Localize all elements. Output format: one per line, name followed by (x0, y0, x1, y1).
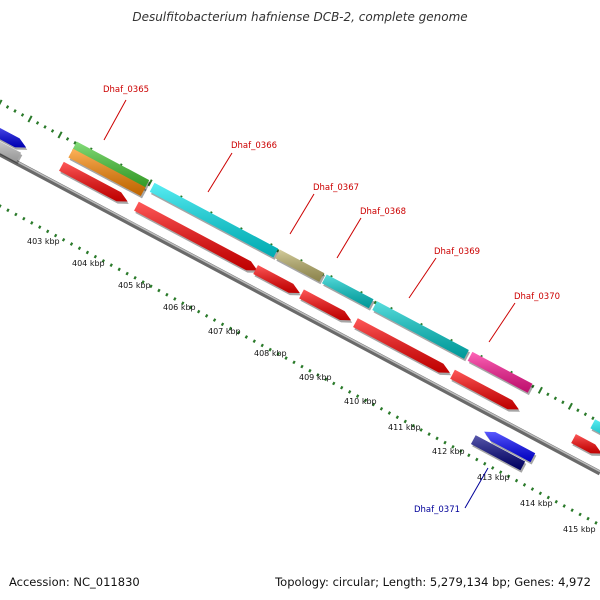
gene-label-text: Dhaf_0368 (360, 207, 406, 217)
gene-label-dhaf-0367: Dhaf_0367 (289, 183, 359, 235)
gene-label-text: Dhaf_0365 (103, 85, 149, 95)
tick-label: 404 kbp (72, 259, 105, 268)
feature-cyan-2 (372, 301, 470, 362)
position-ticks: 403 kbp 404 kbp 405 kbp 406 kbp 407 kbp 408 k… (27, 237, 596, 534)
gene-label-dhaf-0369: Dhaf_0369 (408, 247, 480, 299)
tick-label: 406 kbp (163, 303, 196, 312)
gene-label-dhaf-0371: Dhaf_0371 (414, 467, 489, 515)
tick-label: 405 kbp (118, 281, 151, 290)
gene-label-text: Dhaf_0367 (313, 183, 359, 193)
gene-label-dhaf-0368: Dhaf_0368 (336, 207, 406, 259)
gene-label-text: Dhaf_0366 (231, 141, 277, 151)
tick-label: 408 kbp (254, 349, 287, 358)
gene-label-text: Dhaf_0370 (514, 292, 560, 302)
tick-label: 415 kbp (563, 525, 596, 534)
feature-blue-right (484, 431, 537, 465)
feature-blue-left (0, 127, 28, 150)
gene-label-text: Dhaf_0369 (434, 247, 480, 257)
tick-label: 403 kbp (27, 237, 60, 246)
map-title: Desulfitobacterium hafniense DCB-2, comp… (132, 10, 468, 24)
tick-label: 411 kbp (388, 423, 421, 432)
gene-dhaf-0366 (134, 201, 259, 273)
gene-dhaf-0365 (59, 161, 129, 204)
feature-red-edge (571, 434, 600, 456)
gene-features (0, 127, 600, 473)
gene-label-dhaf-0366: Dhaf_0366 (207, 141, 277, 193)
genome-backbone (0, 151, 600, 476)
gene-labels: Dhaf_0365 Dhaf_0366 Dhaf_0367 Dhaf_0368 Dhaf… (103, 85, 560, 515)
gene-label-text: Dhaf_0371 (414, 505, 460, 515)
gene-dhaf-0367 (253, 265, 301, 296)
gene-dhaf-0368 (299, 289, 353, 323)
gene-label-dhaf-0365: Dhaf_0365 (103, 85, 149, 141)
tick-label: 412 kbp (432, 447, 465, 456)
gene-dhaf-0371 (471, 435, 527, 473)
gene-label-dhaf-0370: Dhaf_0370 (488, 292, 560, 343)
feature-olive (275, 249, 326, 285)
inner-gc-ring (0, 204, 598, 525)
tick-label: 410 kbp (344, 397, 377, 406)
tick-label: 407 kbp (208, 327, 241, 336)
gene-dhaf-0369 (353, 318, 452, 376)
tick-label: 409 kbp (299, 373, 332, 382)
tick-label: 413 kbp (477, 473, 510, 482)
gene-dhaf-0370 (450, 369, 520, 412)
feature-cyan-edge (590, 419, 600, 436)
tick-label: 414 kbp (520, 499, 553, 508)
feature-orange (68, 148, 147, 199)
feature-green (72, 141, 151, 192)
feature-cyan-1 (149, 182, 280, 260)
accession-label: Accession: NC_011830 (9, 575, 140, 589)
feature-pink (467, 351, 534, 396)
feature-teal (322, 274, 375, 311)
feature-gray-left (0, 141, 23, 164)
genome-summary: Topology: circular; Length: 5,279,134 bp… (275, 575, 591, 589)
